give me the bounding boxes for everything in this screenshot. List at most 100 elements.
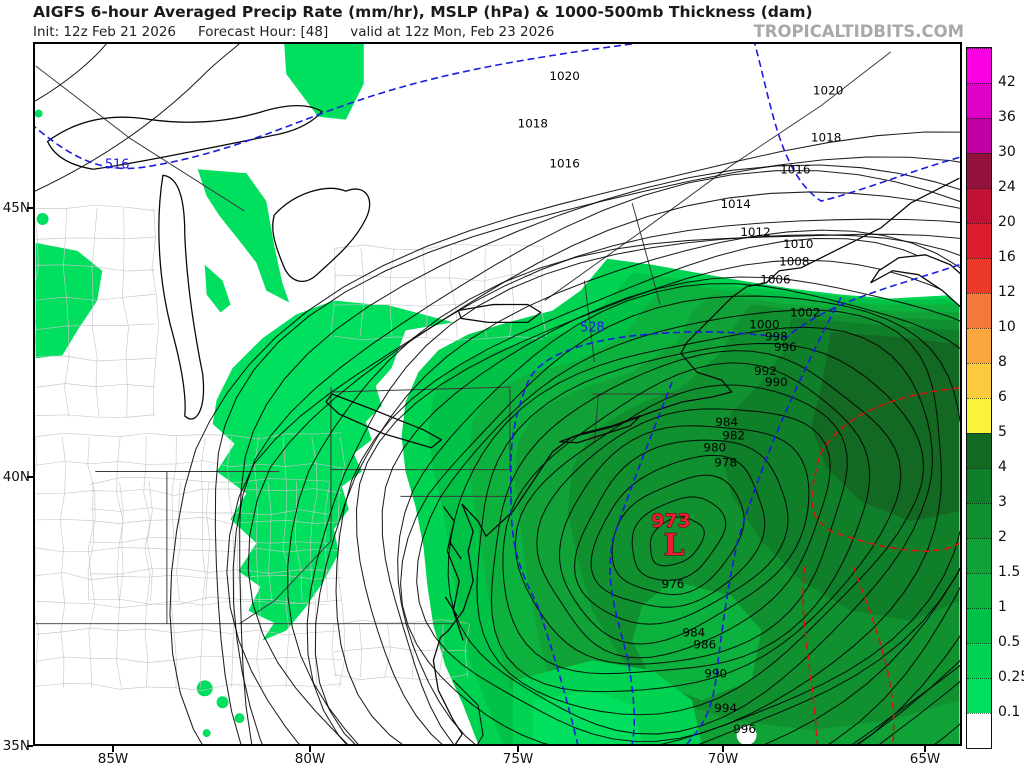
colorbar-tick-label: 5: [998, 424, 1007, 440]
run-info: Init: 12z Feb 21 2026 Forecast Hour: [48]…: [33, 24, 576, 40]
precip-west-band: [212, 300, 454, 641]
mslp-contour-label: 1020: [813, 84, 843, 98]
mslp-contour-label: 982: [722, 429, 745, 443]
mslp-contour-label: 996: [733, 722, 756, 736]
mslp-contour-label: 1006: [760, 273, 790, 287]
colorbar-block: [967, 608, 991, 643]
colorbar-block: [967, 258, 991, 293]
precip-michigan-band: [197, 169, 290, 303]
contour-labels: 1020 1020 1018 1018 1016 1016 1014 1012 1010 1008…: [105, 69, 843, 736]
colorbar-tick-label: 30: [998, 144, 1016, 160]
thickness-contour-label: 528: [580, 320, 605, 335]
lat-label: 45N: [2, 200, 30, 216]
mslp-contour-label: 992: [754, 364, 777, 378]
mslp-contour-label: 1010: [783, 237, 813, 251]
colorbar-tick-label: 6: [998, 389, 1007, 405]
mslp-contour-label: 980: [703, 441, 726, 455]
colorbar-block: [967, 328, 991, 363]
mslp-contour-label: 990: [704, 666, 727, 680]
colorbar-tick-label: 42: [998, 74, 1016, 90]
lon-label: 75W: [502, 751, 534, 767]
colorbar-block: [967, 678, 991, 713]
colorbar-block: [967, 643, 991, 678]
mslp-contour-label: 1000: [749, 317, 779, 331]
watermark: TROPICALTIDBITS.COM: [753, 22, 964, 42]
colorbar-tick-label: 16: [998, 249, 1016, 265]
colorbar-block: [967, 223, 991, 258]
forecast-hour: Forecast Hour: [48]: [198, 24, 329, 40]
colorbar-tick-label: 1: [998, 599, 1007, 615]
lon-label: 80W: [294, 751, 326, 767]
colorbar-block: [967, 118, 991, 153]
colorbar-block: [967, 468, 991, 503]
mslp-contour-label: 984: [715, 415, 738, 429]
mslp-contour-label: 1014: [720, 197, 750, 211]
colorbar-tick-label: 4: [998, 459, 1007, 475]
valid-time: valid at 12z Mon, Feb 23 2026: [350, 24, 555, 40]
lon-tick: [309, 746, 311, 752]
mslp-contour-label: 1008: [779, 255, 809, 269]
lon-label: 70W: [707, 751, 739, 767]
precip-dry-slot: [736, 725, 757, 744]
mslp-contour-label: 986: [693, 638, 716, 652]
precip-heaviest-core: [811, 332, 960, 522]
lon-label: 65W: [909, 751, 941, 767]
precip-top-band: [284, 44, 364, 120]
colorbar-block: [967, 153, 991, 188]
thickness-warm-contours: [802, 387, 960, 744]
mslp-contour-label: 1016: [780, 162, 810, 176]
colorbar-tick-label: 36: [998, 109, 1016, 125]
mslp-contour-label: 984: [682, 626, 705, 640]
mslp-isobars: [35, 44, 960, 744]
colorbar-block: [967, 573, 991, 608]
colorbar-block: [967, 433, 991, 468]
colorbar-tick-label: 0.1: [998, 704, 1021, 720]
thickness-cold-contours: [35, 44, 960, 744]
lat-label: 35N: [2, 738, 30, 754]
mslp-contour-label: 998: [765, 329, 788, 343]
mslp-contour-label: 994: [714, 701, 737, 715]
page-title: AIGFS 6-hour Averaged Precip Rate (mm/hr…: [33, 3, 813, 21]
lat-tick: [27, 745, 33, 747]
coastlines: [46, 105, 960, 744]
colorbar-block: [967, 293, 991, 328]
colorbar-block: [967, 363, 991, 398]
low-pressure-value: 973: [651, 510, 690, 532]
mslp-contour-label: 1002: [790, 305, 820, 319]
colorbar-block: [967, 48, 991, 83]
colorbar-tick-label: 2: [998, 529, 1007, 545]
map-svg: 1020 1020 1018 1018 1016 1016 1014 1012 1010 1008…: [35, 44, 960, 744]
mslp-contour-label: 996: [774, 340, 797, 354]
state-borders: [35, 51, 892, 625]
colorbar-block: [967, 398, 991, 433]
colorbar-tick-label: 24: [998, 179, 1016, 195]
mslp-contour-label: 976: [662, 577, 685, 591]
colorbar-block: [967, 503, 991, 538]
colorbar-block: [967, 83, 991, 118]
colorbar-block: [967, 188, 991, 223]
map-canvas: 1020 1020 1018 1018 1016 1016 1014 1012 1010 1008…: [33, 42, 962, 746]
colorbar-tick-label: 0.25: [998, 669, 1024, 685]
precip-wisconsin-patch: [35, 242, 103, 359]
colorbar-tick-label: 8: [998, 354, 1007, 370]
mslp-contour-label: 1018: [518, 117, 548, 131]
lon-tick: [112, 746, 114, 752]
colorbar-block: [967, 538, 991, 573]
init-time: Init: 12z Feb 21 2026: [33, 24, 176, 40]
colorbar-tick-label: 3: [998, 494, 1007, 510]
lakes-fill: [47, 105, 541, 448]
lat-label: 40N: [2, 469, 30, 485]
mslp-contour-label: 1016: [549, 156, 579, 170]
colorbar-tick-label: 10: [998, 319, 1016, 335]
colorbar-tick-label: 12: [998, 284, 1016, 300]
low-pressure-symbol: L: [664, 528, 685, 563]
lon-tick: [924, 746, 926, 752]
colorbar-tick-label: 0.5: [998, 634, 1021, 650]
colorbar-block: [967, 713, 991, 748]
lat-tick: [27, 476, 33, 478]
lon-label: 85W: [97, 751, 129, 767]
thickness-contour-label: 516: [105, 157, 130, 172]
mslp-contour-label: 1020: [549, 69, 579, 83]
